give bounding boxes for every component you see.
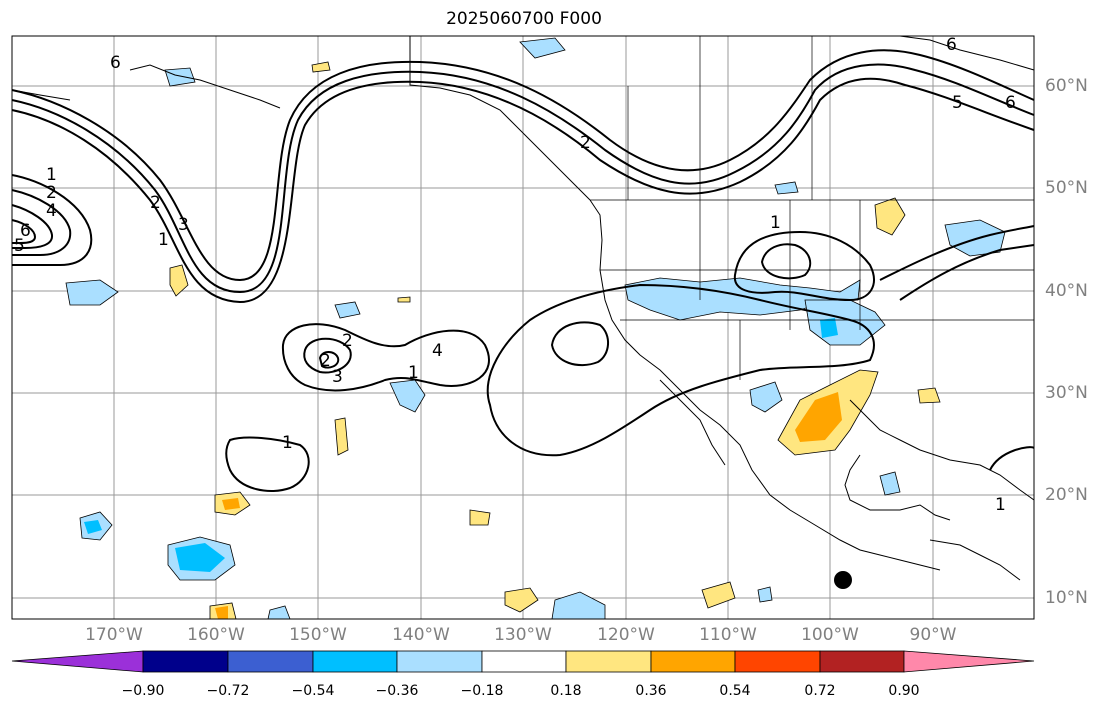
contour-label: 2	[580, 133, 591, 153]
state-borders	[590, 36, 1034, 380]
lon-label: 150°W	[289, 625, 347, 645]
contour-label: 6	[946, 35, 957, 55]
colorbar-tick: 0.36	[635, 683, 667, 699]
contour-label: 4	[46, 201, 57, 221]
contour-label: 2	[342, 331, 353, 351]
contour-label: 2	[46, 183, 57, 203]
contour-label: 1	[282, 433, 293, 453]
contour-label: 3	[332, 367, 343, 387]
lon-label: 120°W	[597, 625, 655, 645]
colorbar-tick: 0.72	[804, 683, 836, 699]
lat-label: 60°N	[1045, 76, 1088, 96]
lat-label: 50°N	[1045, 178, 1088, 198]
lat-label: 30°N	[1045, 383, 1088, 403]
contour-label: 2	[150, 193, 161, 213]
contour-value-labels: 6 1 2 4 5 6 2 3 1 2 4 1 2 3 1 2 1 6 5 6 …	[14, 35, 1016, 515]
lat-label: 40°N	[1045, 281, 1088, 301]
colorbar-tick: −0.54	[291, 683, 335, 699]
contour-label: 1	[770, 213, 781, 233]
lon-label: 130°W	[494, 625, 552, 645]
coastlines	[11, 35, 1035, 581]
map-border	[11, 35, 1035, 620]
contour-label: 5	[952, 93, 963, 113]
contour-label: 4	[432, 341, 443, 361]
colorbar-tick: −0.90	[121, 683, 165, 699]
contour-lines	[11, 49, 1035, 492]
lon-label: 140°W	[392, 625, 450, 645]
contour-label: 6	[1005, 93, 1016, 113]
colorbar-tick: −0.72	[206, 683, 250, 699]
contour-label: 1	[46, 165, 57, 185]
contour-label: 1	[408, 363, 419, 383]
shaded-positive	[169, 61, 941, 620]
contour-label: 5	[14, 236, 25, 256]
colorbar-tick: −0.36	[375, 683, 419, 699]
contour-label: 1	[158, 230, 169, 250]
lat-label: 10°N	[1045, 588, 1088, 608]
location-marker	[834, 571, 852, 589]
lon-label: 90°W	[909, 625, 957, 645]
colorbar-tick: 0.90	[888, 683, 920, 699]
map-title: 2025060700 F000	[446, 9, 602, 29]
contour-label: 6	[20, 221, 31, 241]
contour-label: 6	[110, 53, 121, 73]
lon-label: 170°W	[85, 625, 143, 645]
colorbar-tick: −0.18	[460, 683, 504, 699]
contour-label: 3	[178, 215, 189, 235]
colorbar-tick: 0.54	[719, 683, 751, 699]
lat-label: 20°N	[1045, 485, 1088, 505]
lon-label: 160°W	[187, 625, 245, 645]
lon-label: 100°W	[801, 625, 859, 645]
contour-label: 1	[995, 495, 1006, 515]
contour-label: 2	[320, 351, 331, 371]
lon-label: 110°W	[699, 625, 757, 645]
colorbar-tick: 0.18	[550, 683, 582, 699]
colorbar	[11, 650, 1035, 673]
